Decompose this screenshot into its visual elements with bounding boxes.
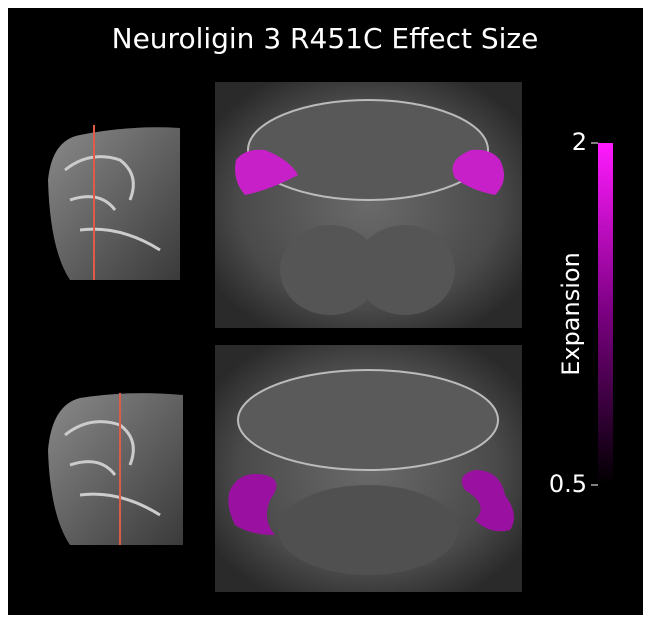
coronal-top [215, 82, 522, 328]
colorbar-tick-label: 0.5 [549, 470, 587, 498]
sagittal-top [48, 125, 180, 280]
colorbar-tick-label: 2 [572, 128, 587, 156]
title: Neuroligin 3 R451C Effect Size [112, 22, 539, 55]
sagittal-bottom [48, 393, 183, 545]
colorbar-label: Expansion [557, 252, 585, 376]
colorbar [598, 143, 613, 485]
coronal-bottom [215, 345, 522, 592]
